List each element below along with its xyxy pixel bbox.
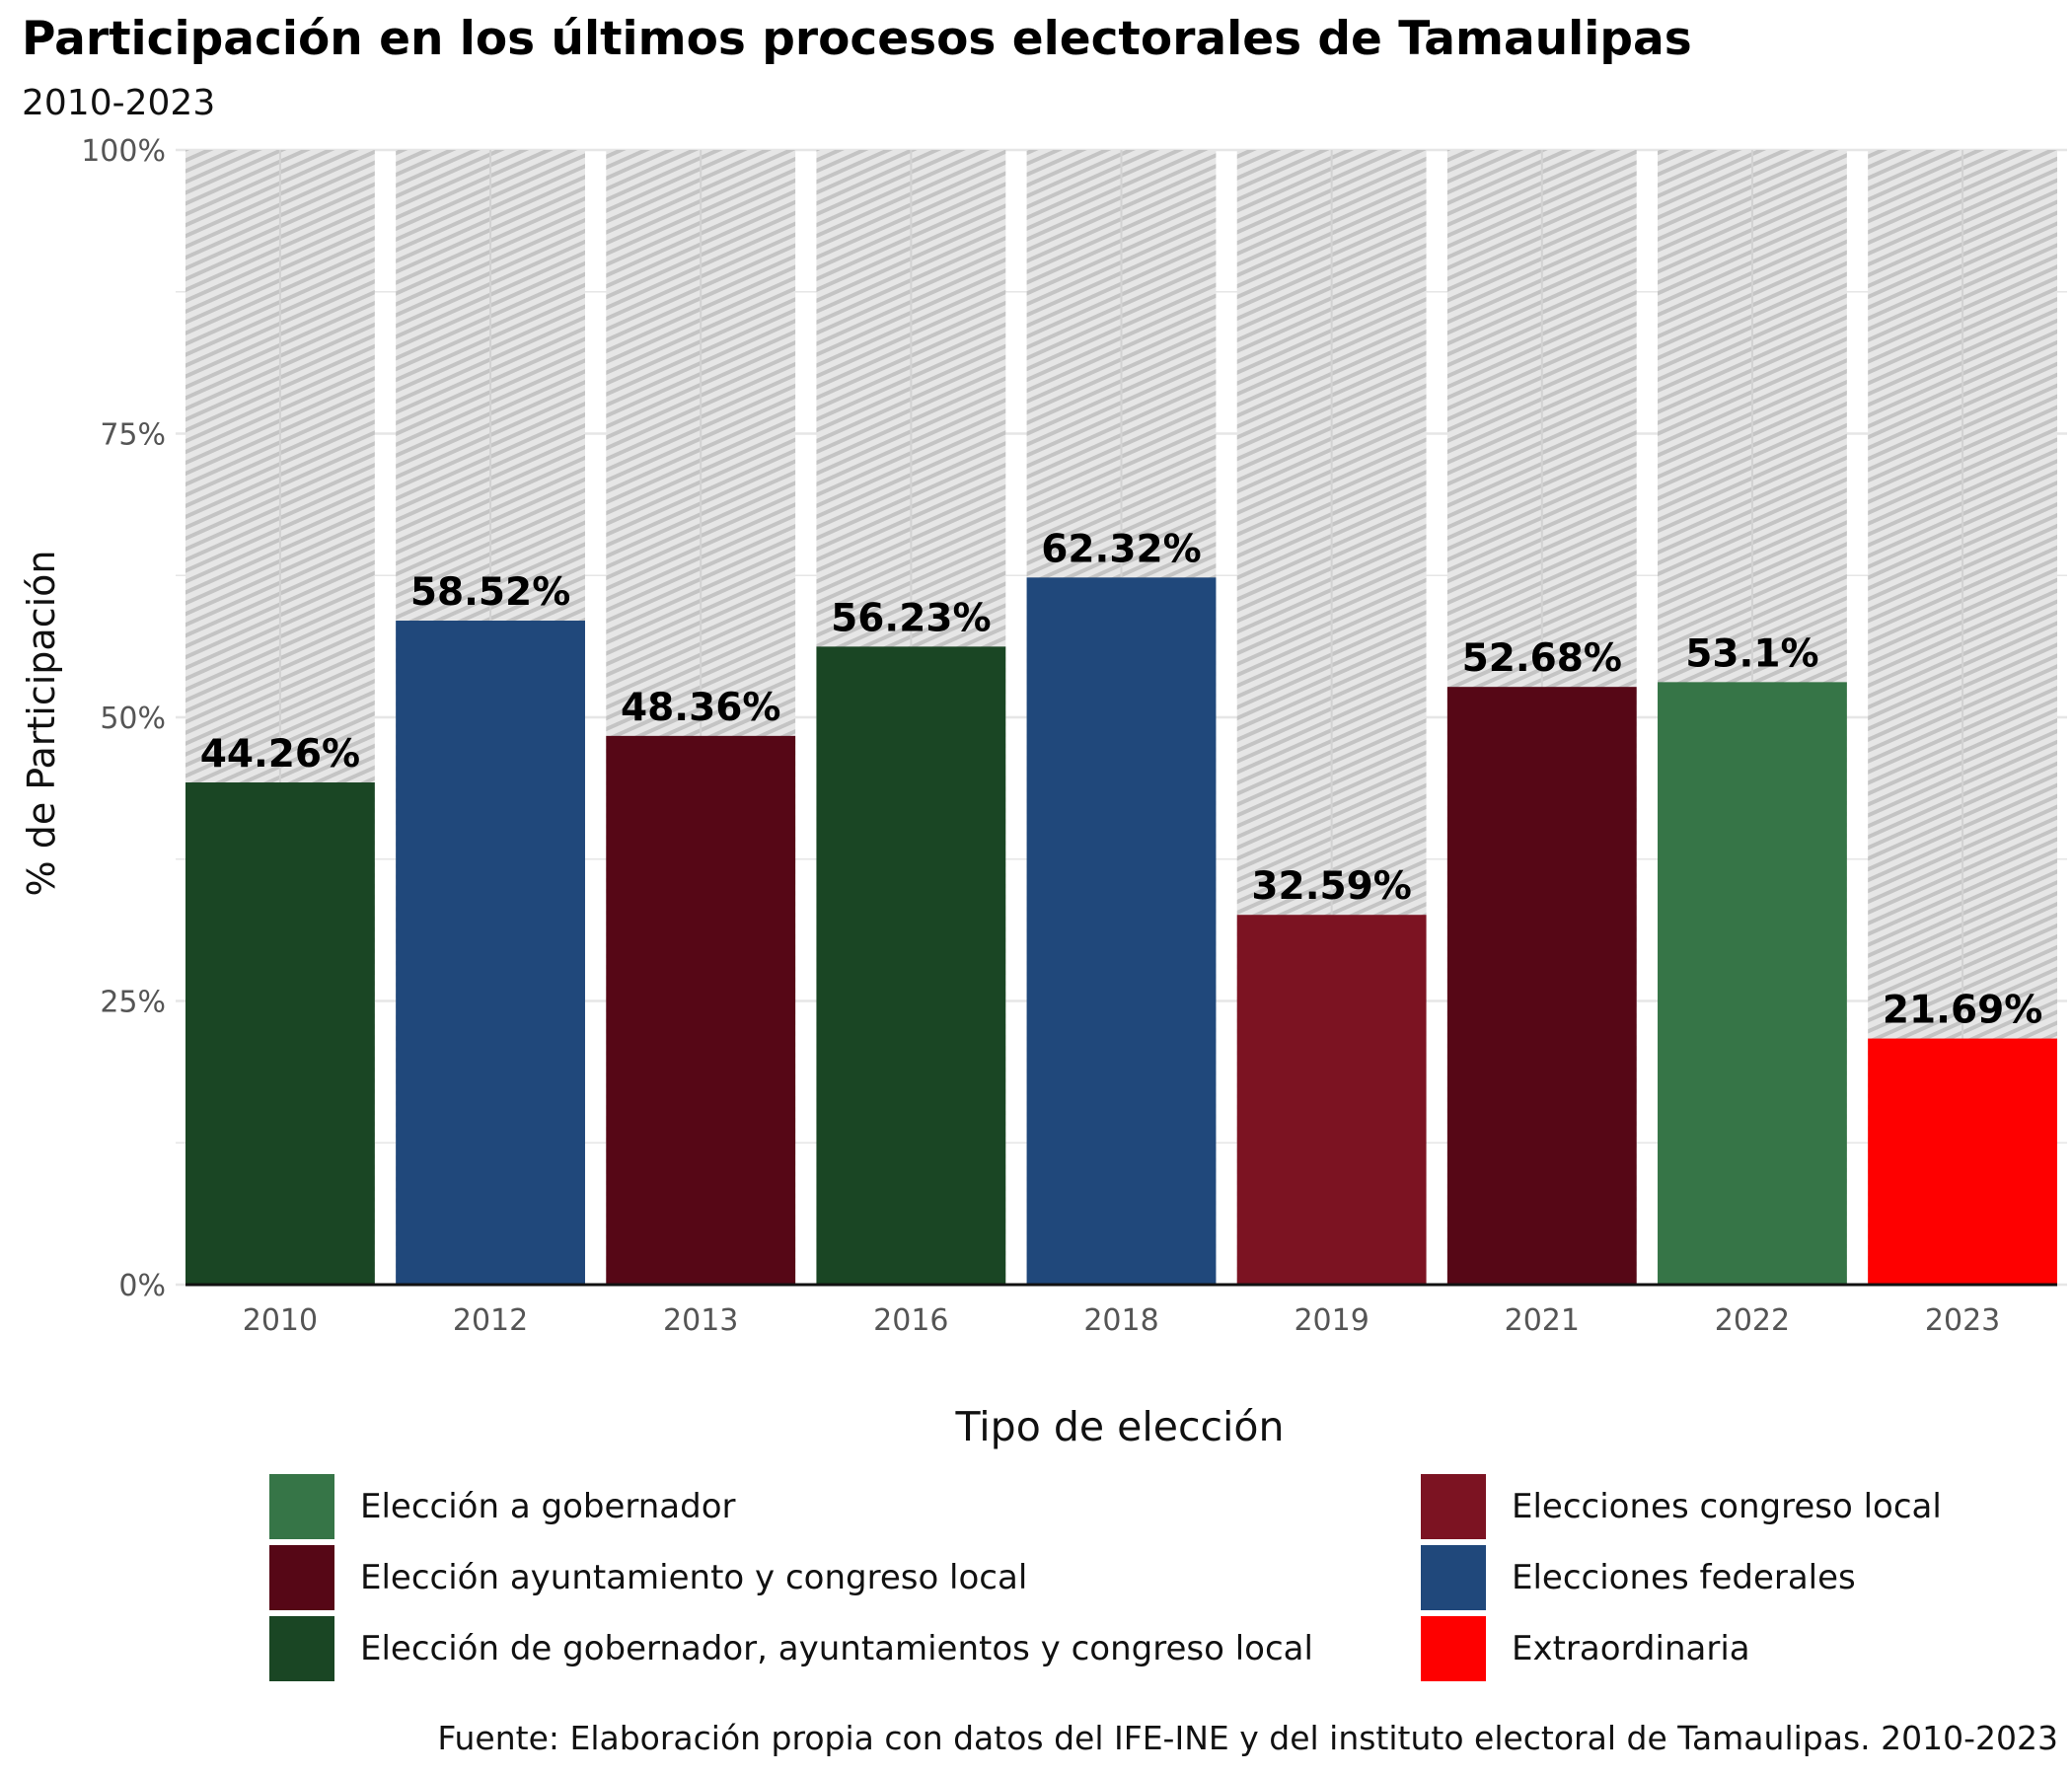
x-tick-label: 2012 bbox=[453, 1303, 528, 1338]
bar-value-label: 32.59% bbox=[1251, 864, 1411, 909]
legend-label: Extraordinaria bbox=[1512, 1629, 1750, 1668]
legend-swatch bbox=[269, 1545, 334, 1610]
y-tick-label: 25% bbox=[100, 986, 166, 1020]
bar-value-label: 58.52% bbox=[410, 570, 570, 615]
x-tick-label: 2019 bbox=[1294, 1303, 1369, 1338]
y-tick-label: 75% bbox=[100, 418, 166, 453]
legend-label: Elecciones federales bbox=[1512, 1558, 1856, 1597]
bar bbox=[1446, 687, 1637, 1285]
bar bbox=[396, 621, 585, 1285]
legend-label: Elección a gobernador bbox=[360, 1487, 736, 1526]
bar-value-label: 48.36% bbox=[621, 686, 780, 730]
bar-value-label: 44.26% bbox=[200, 732, 360, 777]
bar-value-label: 56.23% bbox=[831, 596, 991, 640]
legend-item: Extraordinaria bbox=[1421, 1616, 1750, 1681]
bar bbox=[1026, 577, 1217, 1285]
x-tick-label: 2010 bbox=[243, 1303, 318, 1338]
bar bbox=[606, 735, 796, 1285]
legend-item: Elección de gobernador, ayuntamientos y … bbox=[269, 1616, 1313, 1681]
legend-label: Elección ayuntamiento y congreso local bbox=[360, 1558, 1028, 1597]
x-tick-label: 2018 bbox=[1083, 1303, 1158, 1338]
source-caption: Fuente: Elaboración propia con datos del… bbox=[437, 1719, 2058, 1757]
x-tick-label: 2023 bbox=[1925, 1303, 2000, 1338]
y-tick-label: 50% bbox=[100, 702, 166, 736]
chart-title: Participación en los últimos procesos el… bbox=[22, 12, 1692, 66]
bar-value-label: 53.1% bbox=[1685, 631, 1818, 676]
bar-value-label: 62.32% bbox=[1041, 527, 1201, 571]
bar bbox=[185, 782, 375, 1285]
chart-subtitle: 2010-2023 bbox=[22, 83, 216, 123]
y-tick-label: 0% bbox=[118, 1269, 166, 1303]
legend-item: Elección a gobernador bbox=[269, 1474, 736, 1539]
y-axis-title: % de Participación bbox=[20, 551, 63, 897]
bar bbox=[1236, 915, 1427, 1285]
x-tick-label: 2016 bbox=[873, 1303, 948, 1338]
bar bbox=[816, 646, 1006, 1285]
legend-label: Elección de gobernador, ayuntamientos y … bbox=[360, 1629, 1313, 1668]
x-tick-label: 2013 bbox=[663, 1303, 738, 1338]
legend-swatch bbox=[269, 1474, 334, 1539]
x-tick-label: 2022 bbox=[1715, 1303, 1790, 1338]
bar-value-label: 52.68% bbox=[1462, 636, 1622, 681]
legend-item: Elecciones congreso local bbox=[1421, 1474, 1942, 1539]
legend-swatch bbox=[1421, 1474, 1486, 1539]
legend-item: Elección ayuntamiento y congreso local bbox=[269, 1545, 1027, 1610]
legend-swatch bbox=[269, 1616, 334, 1681]
legend-swatch bbox=[1421, 1616, 1486, 1681]
bar bbox=[1868, 1038, 2057, 1285]
x-tick-label: 2021 bbox=[1505, 1303, 1580, 1338]
bar-value-label: 21.69% bbox=[1883, 989, 2042, 1033]
legend-title: Tipo de elección bbox=[955, 1403, 1285, 1450]
y-tick-label: 100% bbox=[81, 134, 166, 169]
bar bbox=[1658, 682, 1847, 1285]
legend-item: Elecciones federales bbox=[1421, 1545, 1856, 1610]
legend-label: Elecciones congreso local bbox=[1512, 1487, 1942, 1526]
legend-swatch bbox=[1421, 1545, 1486, 1610]
